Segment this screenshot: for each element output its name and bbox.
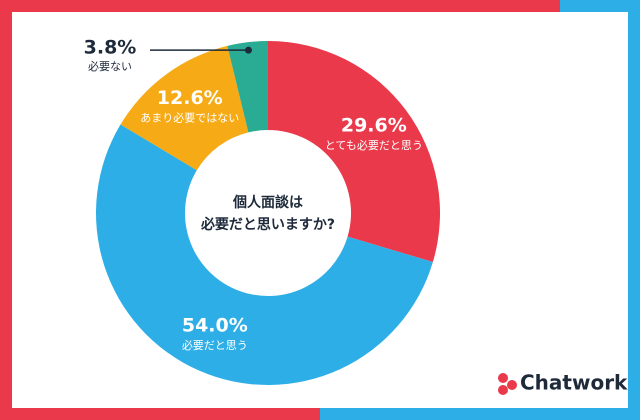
frame: [0, 408, 320, 420]
donut-slice: [227, 41, 268, 133]
logo-text: Chatwork: [520, 371, 628, 395]
logo-icon: [507, 380, 517, 390]
center-text: 個人面談は: [232, 194, 303, 211]
value-label: 29.6%: [341, 115, 407, 137]
logo-icon: [498, 385, 508, 395]
donut: [96, 41, 440, 385]
logo-icon: [498, 373, 508, 383]
category-label: 必要だと思う: [182, 339, 248, 352]
category-label: とても必要だと思う: [325, 139, 423, 152]
donut-slice: [96, 124, 433, 385]
frame: [0, 0, 12, 420]
value-label: 12.6%: [157, 87, 223, 109]
frame: [560, 0, 640, 12]
frame: [320, 408, 640, 420]
donut-slice: [268, 41, 440, 263]
leader-dot: [244, 46, 252, 54]
category-label: 必要ない: [88, 60, 132, 73]
category-label: あまり必要ではない: [140, 112, 239, 125]
frame: [0, 0, 560, 12]
frame: [628, 0, 640, 420]
donut-slice: [120, 45, 249, 171]
value-label: 3.8%: [84, 37, 137, 59]
logo: Chatwork: [498, 371, 628, 395]
center-text: 必要だと思いますか?: [200, 216, 335, 233]
value-label: 54.0%: [182, 314, 248, 336]
